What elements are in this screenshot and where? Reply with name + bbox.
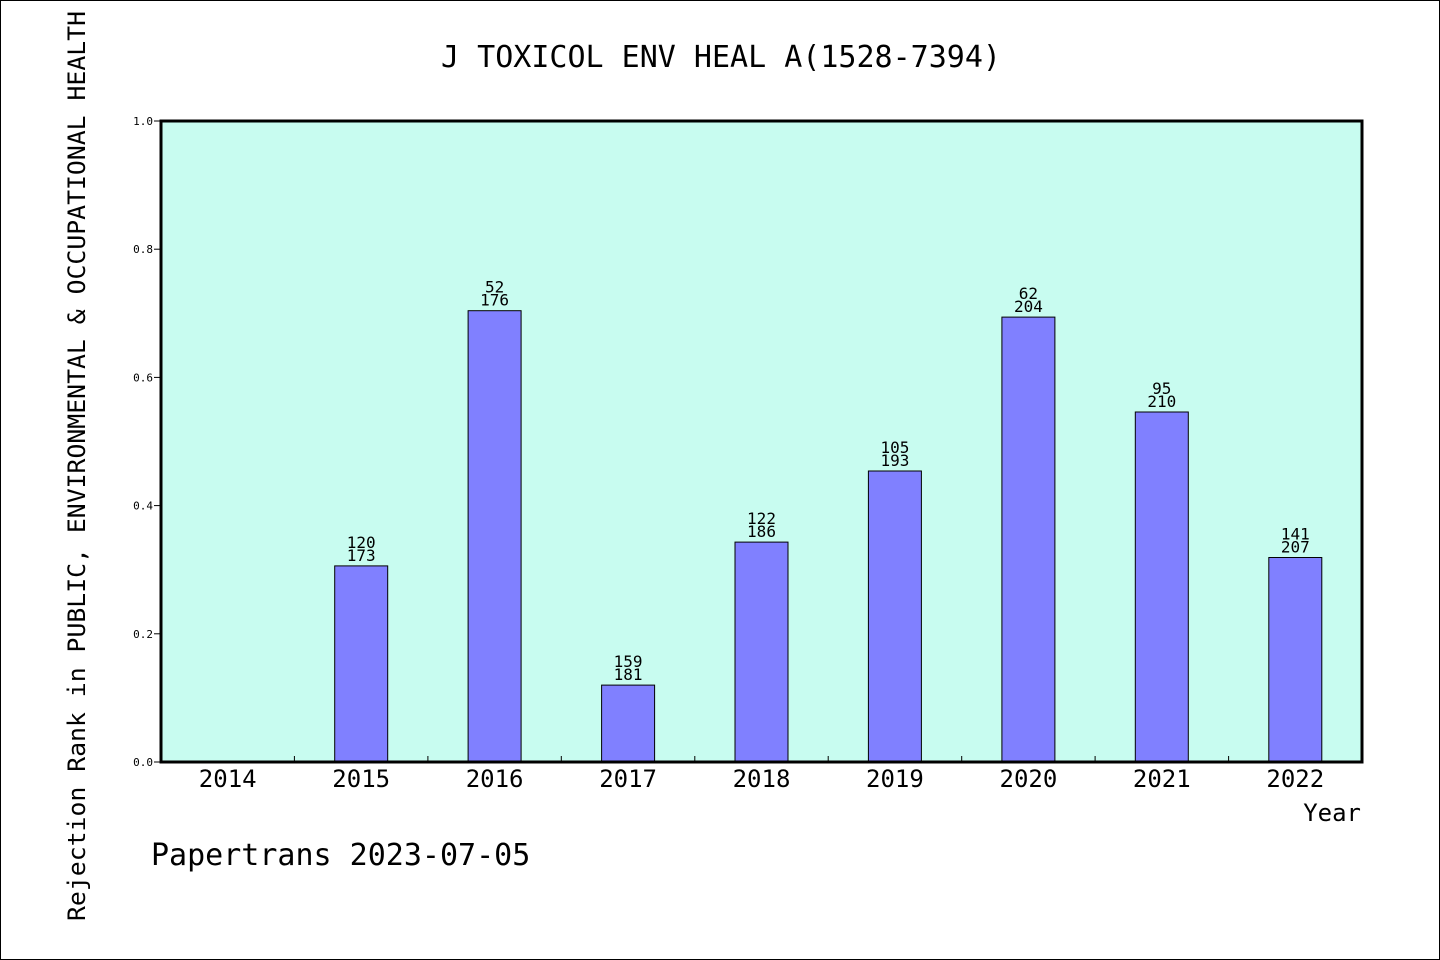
bar-rank-label-2019: 105 <box>880 438 909 457</box>
x-tick-label-2016: 2016 <box>466 765 524 793</box>
y-tick-label-1: 0.2 <box>133 628 153 641</box>
bar-2019 <box>867 470 922 763</box>
bar-2017 <box>601 684 656 763</box>
bar-2018 <box>734 541 789 763</box>
bar-rank-label-2020: 62 <box>1019 284 1038 303</box>
y-axis-label: Rejection Rank in PUBLIC, ENVIRONMENTAL … <box>63 11 91 921</box>
x-tick-label-2015: 2015 <box>332 765 390 793</box>
plot-frame <box>159 119 1364 764</box>
x-tick-label-2014: 2014 <box>199 765 257 793</box>
x-tick-label-2021: 2021 <box>1133 765 1191 793</box>
bar-total-label-2020: 204 <box>1014 297 1043 316</box>
bar-2022 <box>1268 557 1323 763</box>
y-tick-label-3: 0.6 <box>133 371 153 384</box>
bar-rank-label-2022: 141 <box>1281 525 1310 544</box>
x-tick-label-2020: 2020 <box>1000 765 1058 793</box>
bar-total-label-2022: 207 <box>1281 538 1310 557</box>
y-tick-label-5: 1.0 <box>133 115 153 128</box>
bar-rank-label-2015: 120 <box>347 533 376 552</box>
x-tick-label-2018: 2018 <box>733 765 791 793</box>
bar-total-label-2021: 210 <box>1147 392 1176 411</box>
bar-total-label-2016: 176 <box>480 291 509 310</box>
y-tick-label-0: 0.0 <box>133 756 153 769</box>
chart-title: J TOXICOL ENV HEAL A(1528-7394) <box>441 40 1001 75</box>
x-tick-label-2022: 2022 <box>1266 765 1324 793</box>
bars-layer <box>334 310 1323 763</box>
bar-total-label-2019: 193 <box>880 451 909 470</box>
bar-rank-label-2017: 159 <box>614 652 643 671</box>
bar-rank-label-2016: 52 <box>485 278 504 297</box>
bar-total-label-2015: 173 <box>347 546 376 565</box>
x-tick-label-2017: 2017 <box>599 765 657 793</box>
x-tick-label-2019: 2019 <box>866 765 924 793</box>
bar-2021 <box>1134 411 1189 763</box>
bar-total-label-2017: 181 <box>614 665 643 684</box>
footer-credit: Papertrans 2023-07-05 <box>151 838 530 873</box>
ticks-layer: 2014 2015 2016 2017 2018 2019 2020 2021 2022 0.0 0… <box>133 115 1324 793</box>
bar-rank-label-2021: 95 <box>1152 379 1171 398</box>
bar-rank-label-2018: 122 <box>747 509 776 528</box>
bar-2015 <box>334 565 389 763</box>
bar-2020 <box>1001 316 1056 763</box>
x-axis-label: Year <box>1303 799 1361 827</box>
bar-total-label-2018: 186 <box>747 522 776 541</box>
y-tick-label-2: 0.4 <box>133 500 153 513</box>
bar-2016 <box>467 310 522 763</box>
y-tick-label-4: 0.8 <box>133 243 153 256</box>
